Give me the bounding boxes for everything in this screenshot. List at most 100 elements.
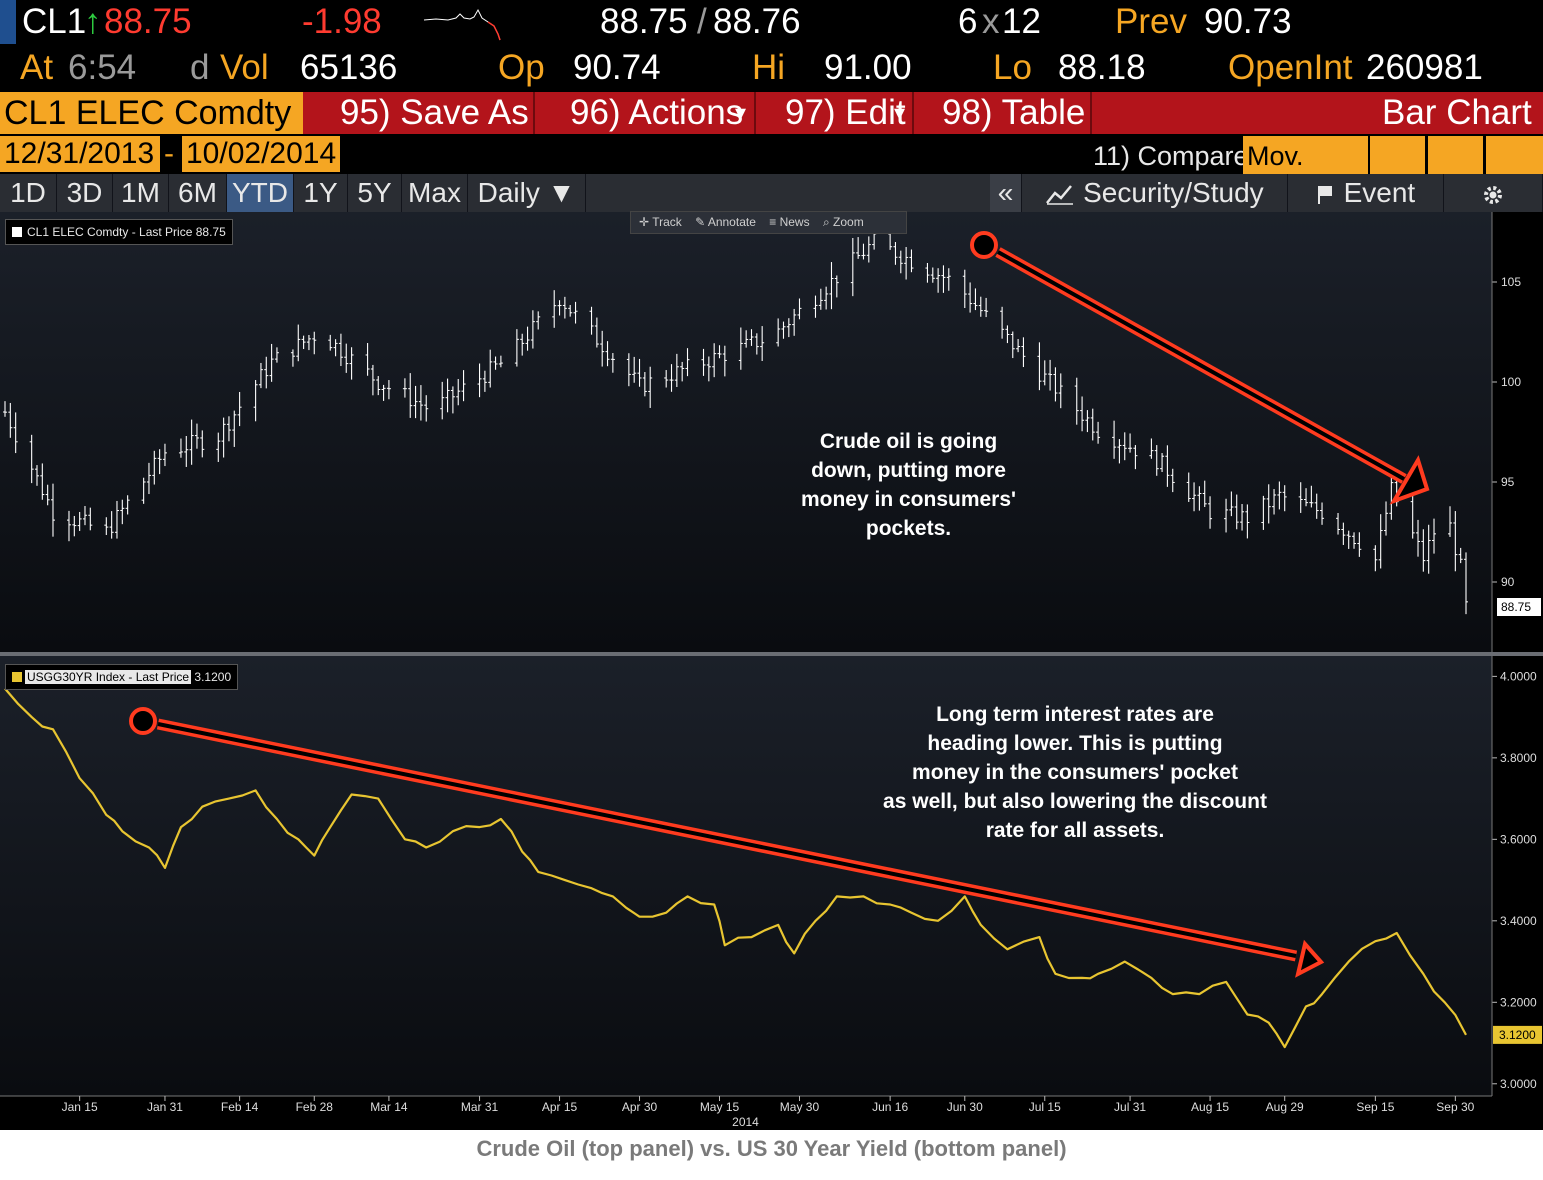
tab-1m[interactable]: 1M (113, 174, 169, 212)
security-study-button[interactable]: Security/Study (1022, 174, 1288, 212)
last-yield-marker (1493, 1025, 1542, 1044)
magnifier-icon: ⌕ (822, 215, 830, 229)
last-price-marker (1497, 598, 1541, 616)
quote-time: 6:54 (68, 48, 137, 87)
price-legend: CL1 ELEC Comdty - Last Price 88.75 (5, 219, 233, 245)
x-tick-label: Feb 14 (221, 1100, 259, 1114)
date-dash: - (164, 137, 174, 170)
function-menu-bar: 95) Save As 96) Actions ▾ 97) Edit ▾ 98)… (0, 92, 1543, 134)
annotation-line: money in consumers' (800, 488, 1017, 511)
range-tabs-row: 1D 3D 1M 6M YTD 1Y 5Y Max Daily ▼ « Secu… (0, 174, 1543, 212)
bid-price: 88.75 (600, 2, 688, 41)
yield-axis (1492, 656, 1543, 1096)
focus-indicator (0, 0, 16, 44)
indicator-slot[interactable] (1486, 136, 1543, 174)
legend-swatch (12, 672, 22, 682)
security-study-label: Security/Study (1083, 177, 1264, 208)
annotation-line: as well, but also lowering the discount (883, 790, 1267, 813)
news-icon: ≡ (769, 215, 777, 229)
open-value: 90.74 (573, 48, 661, 87)
net-change: -1.98 (302, 2, 382, 41)
low-label: Lo (993, 48, 1032, 87)
y-tick-label: 3.6000 (1500, 832, 1537, 846)
actions-caret-icon: ▾ (735, 100, 747, 125)
y-tick-label: 100 (1501, 375, 1521, 389)
tab-5y[interactable]: 5Y (348, 174, 402, 212)
news-button[interactable]: News (779, 215, 810, 229)
y-tick-label: 3.2000 (1500, 995, 1537, 1009)
last-price-marker-text: 88.75 (1501, 600, 1531, 614)
zoom-button[interactable]: Zoom (833, 215, 864, 229)
yield-legend: USGG30YR Index - Last Price 3.1200 (5, 664, 239, 690)
open-interest-label: OpenInt (1228, 48, 1353, 87)
start-date-input[interactable]: 12/31/2013 (0, 136, 160, 172)
volume-label: Vol (220, 48, 269, 87)
annotate-button[interactable]: Annotate (707, 215, 756, 229)
d-label: d (190, 48, 210, 87)
y-tick-label: 90 (1501, 575, 1515, 589)
save-as-button[interactable]: 95) Save As (340, 93, 529, 132)
prev-label: Prev (1115, 2, 1187, 41)
tab-ytd[interactable]: YTD (227, 174, 294, 212)
legend-swatch (12, 227, 22, 237)
end-date-input[interactable]: 10/02/2014 (182, 136, 340, 172)
tab-6m[interactable]: 6M (169, 174, 227, 212)
quote-row-2: At 6:54 d Vol 65136 Op 90.74 Hi 91.00 Lo… (0, 46, 1543, 90)
menu-divider (754, 92, 756, 134)
tab-3d[interactable]: 3D (57, 174, 113, 212)
x-tick-label: Aug 29 (1266, 1100, 1304, 1114)
y-tick-label: 3.8000 (1500, 751, 1537, 765)
x-tick-label: Sep 15 (1356, 1100, 1394, 1114)
crude-oil-annotation: Crude oil is going down, putting more mo… (740, 427, 1077, 543)
track-button[interactable]: Track (652, 215, 682, 229)
prev-value: 90.73 (1204, 2, 1292, 41)
y-tick-label: 105 (1501, 275, 1521, 289)
chart-toolbar: ✛ Track ✎ Annotate ≡ News ⌕ Zoom (630, 211, 907, 234)
edit-menu[interactable]: 97) Edit (785, 93, 906, 132)
x-tick-label: Jun 30 (947, 1100, 983, 1114)
menu-divider (533, 92, 535, 134)
indicator-slot[interactable] (1370, 136, 1425, 174)
pencil-icon: ✎ (695, 215, 706, 229)
table-button[interactable]: 98) Table (942, 93, 1086, 132)
us-30yr-yield-line-chart: 3.0000 3.2000 3.4000 3.6000 3.8000 4.0000 3.12… (0, 656, 1542, 1129)
flag-icon (1317, 186, 1332, 204)
event-button[interactable]: Event (1288, 174, 1444, 212)
tab-1y[interactable]: 1Y (294, 174, 348, 212)
figure-caption: Crude Oil (top panel) vs. US 30 Year Yie… (476, 1136, 1067, 1161)
x-tick-label: Apr 30 (622, 1100, 658, 1114)
sparkline (423, 8, 501, 41)
high-value: 91.00 (824, 48, 912, 87)
yield-line (4, 687, 1467, 1049)
x-tick-label: Jul 15 (1029, 1100, 1061, 1114)
frequency-dropdown[interactable]: Daily ▼ (468, 174, 586, 212)
chart-type-label: Bar Chart (1382, 93, 1532, 132)
price-panel (0, 212, 1492, 652)
tab-1d[interactable]: 1D (0, 174, 57, 212)
actions-menu[interactable]: 96) Actions (570, 93, 744, 132)
gear-icon (1484, 186, 1502, 204)
high-label: Hi (752, 48, 786, 87)
x-tick-label: Mar 31 (461, 1100, 499, 1114)
x-tick-label: May 30 (780, 1100, 820, 1114)
collapse-button[interactable]: « (990, 174, 1022, 212)
date-range-row: 12/31/2013 - 10/02/2014 11) Compare Mov.… (0, 136, 1543, 211)
moving-averages-button[interactable]: Mov. Avgs (1243, 136, 1368, 211)
quote-row-1: CL1 ↑ 88.75 -1.98 88.75 / 88.76 6 x 12 P… (0, 0, 1543, 44)
settings-button[interactable] (1444, 174, 1543, 212)
x-tick-label: Feb 28 (296, 1100, 334, 1114)
low-value: 88.18 (1058, 48, 1146, 87)
yield-legend-text: USGG30YR Index - Last Price (25, 670, 192, 684)
compare-button[interactable]: 11) Compare (1093, 141, 1249, 171)
bid-ask-separator: / (697, 2, 707, 41)
indicator-slot[interactable] (1428, 136, 1483, 174)
annotation-line: rate for all assets. (985, 819, 1165, 842)
open-interest-value: 260981 (1366, 48, 1483, 87)
up-arrow-icon: ↑ (84, 2, 102, 41)
security-field[interactable]: CL1 ELEC Comdty (0, 92, 303, 134)
last-price: 88.75 (104, 2, 192, 41)
downtrend-arrow-start (970, 231, 998, 259)
tab-max[interactable]: Max (402, 174, 468, 212)
downtrend-arrow-core (997, 250, 1405, 481)
event-label: Event (1343, 177, 1416, 208)
